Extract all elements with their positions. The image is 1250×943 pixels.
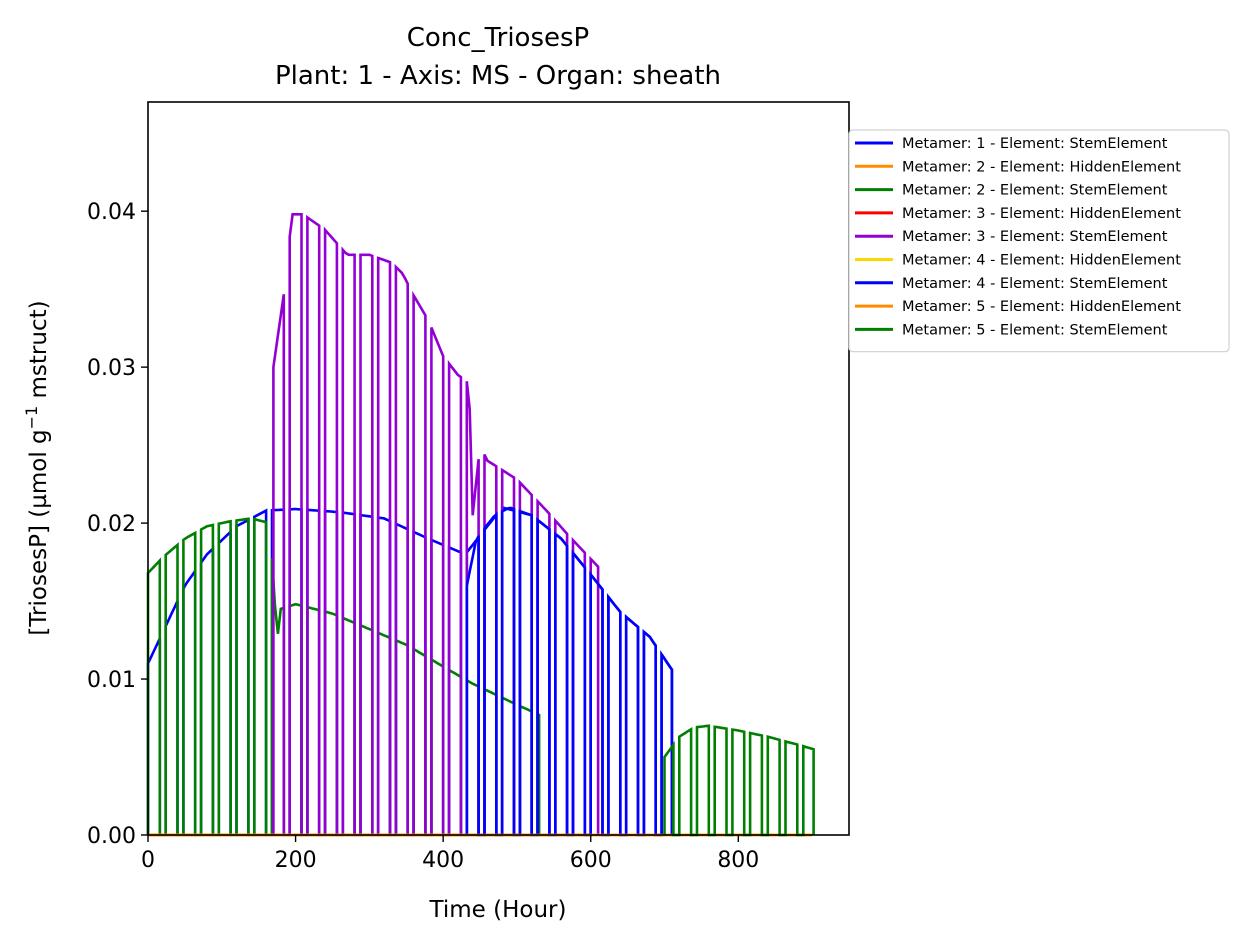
chart-title: Conc_TriosesP bbox=[407, 23, 589, 53]
legend-label: Metamer: 3 - Element: StemElement bbox=[902, 229, 1168, 245]
legend-label: Metamer: 4 - Element: HiddenElement bbox=[902, 253, 1181, 269]
legend-label: Metamer: 5 - Element: HiddenElement bbox=[902, 299, 1181, 315]
plot-frame bbox=[147, 101, 850, 836]
series-layer bbox=[146, 213, 815, 837]
y-tick-label: 0.01 bbox=[87, 668, 136, 693]
series-line-5 bbox=[272, 213, 600, 837]
x-tick-label: 0 bbox=[141, 848, 155, 873]
legend-label: Metamer: 2 - Element: HiddenElement bbox=[902, 159, 1181, 175]
y-tick-label: 0.00 bbox=[87, 824, 136, 849]
x-tick-label: 800 bbox=[717, 848, 759, 873]
y-axis-label-sup: −1 bbox=[22, 406, 41, 430]
legend: Metamer: 1 - Element: StemElement Metamer… bbox=[848, 129, 1230, 353]
legend-label: Metamer: 1 - Element: StemElement bbox=[902, 136, 1168, 152]
x-tick-label: 200 bbox=[275, 848, 317, 873]
series-line-9 bbox=[663, 724, 815, 837]
x-axis-ticks: 0 200 400 600 800 bbox=[141, 835, 759, 873]
legend-frame bbox=[848, 129, 1230, 353]
chart-subtitle: Plant: 1 - Axis: MS - Organ: sheath bbox=[275, 61, 721, 91]
y-axis-ticks: 0.00 0.01 0.02 0.03 0.04 bbox=[87, 200, 148, 849]
series-line-7 bbox=[465, 506, 674, 837]
y-tick-label: 0.02 bbox=[87, 512, 136, 537]
legend-label: Metamer: 2 - Element: StemElement bbox=[902, 183, 1168, 199]
legend-label: Metamer: 4 - Element: StemElement bbox=[902, 276, 1168, 292]
legend-label: Metamer: 5 - Element: StemElement bbox=[902, 322, 1168, 338]
x-axis-label: Time (Hour) bbox=[429, 897, 567, 923]
y-tick-label: 0.04 bbox=[87, 200, 136, 225]
series-line-1 bbox=[146, 505, 674, 837]
x-tick-label: 600 bbox=[570, 848, 612, 873]
y-axis-label-tail: mstruct) bbox=[26, 300, 52, 405]
y-axis-label-main: [TriosesP] (µmol g bbox=[26, 429, 52, 635]
legend-label: Metamer: 3 - Element: HiddenElement bbox=[902, 206, 1181, 222]
y-tick-label: 0.03 bbox=[87, 356, 136, 381]
y-axis-label: [TriosesP] (µmol g−1 mstruct) bbox=[22, 300, 52, 635]
x-tick-label: 400 bbox=[422, 848, 464, 873]
